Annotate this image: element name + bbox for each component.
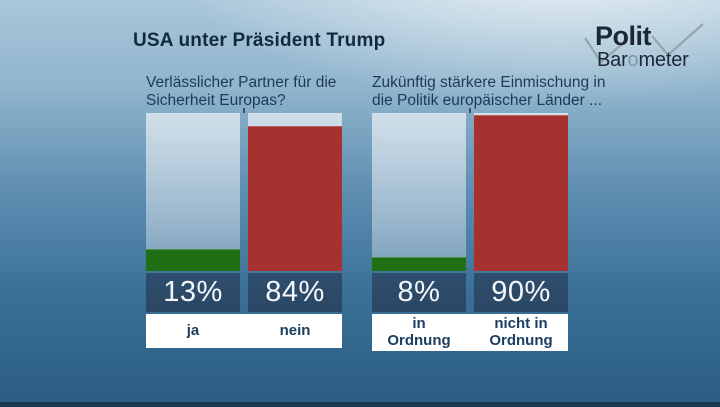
value-text: 90% [491,276,551,308]
scale-tick [469,108,471,113]
logo-text-meter: meter [638,49,689,71]
bar-track-nein [248,113,342,271]
bar-fill-nicht-in-ordnung [474,115,568,271]
logo-text-barometer: Barometer [597,49,689,71]
category-label-nein: nein [279,321,311,339]
bottom-edge-bar [0,402,720,407]
category-label-in-ordnung: in Ordnung [387,315,451,349]
value-row: 13% 84% [146,273,342,312]
value-text: 8% [397,276,441,308]
checkmark-zigzag-icon [584,23,704,64]
chart-interference: Zukünftig stärkere Einmischung in die Po… [372,74,605,351]
value-badge-nicht-in-ordnung: 90% [474,273,568,312]
bars-area [146,108,342,271]
bar-fill-in-ordnung [372,257,466,271]
scale-tick [243,108,245,113]
bar-fill-ja [146,249,240,271]
bars-area [372,108,568,271]
chart-security-partner: Verlässlicher Partner für die Sicherheit… [146,74,342,348]
value-badge-ja: 13% [146,273,240,312]
bar-track-ja [146,113,240,271]
value-badge-nein: 84% [248,273,342,312]
value-text: 84% [265,276,325,308]
logo-text-polit: Polit [595,21,652,51]
politbarometer-logo: Polit Barometer [578,20,712,76]
category-label-band: in Ordnung nicht in Ordnung [372,314,568,351]
category-label-band: ja nein [146,314,342,348]
bar-track-nicht-in-ordnung [474,113,568,271]
category-label-ja: ja [186,321,200,339]
logo-accent-o: o [627,49,639,71]
value-row: 8% 90% [372,273,568,312]
chart-question: Verlässlicher Partner für die Sicherheit… [146,74,337,109]
value-badge-in-ordnung: 8% [372,273,466,312]
bar-fill-nein [248,126,342,271]
logo-text-bar: Bar [597,49,628,71]
page-title: USA unter Präsident Trump [133,30,386,51]
category-label-nicht-in-ordnung: nicht in Ordnung [489,315,553,349]
value-text: 13% [163,276,223,308]
chart-question: Zukünftig stärkere Einmischung in die Po… [372,74,606,109]
bar-track-in-ordnung [372,113,466,271]
